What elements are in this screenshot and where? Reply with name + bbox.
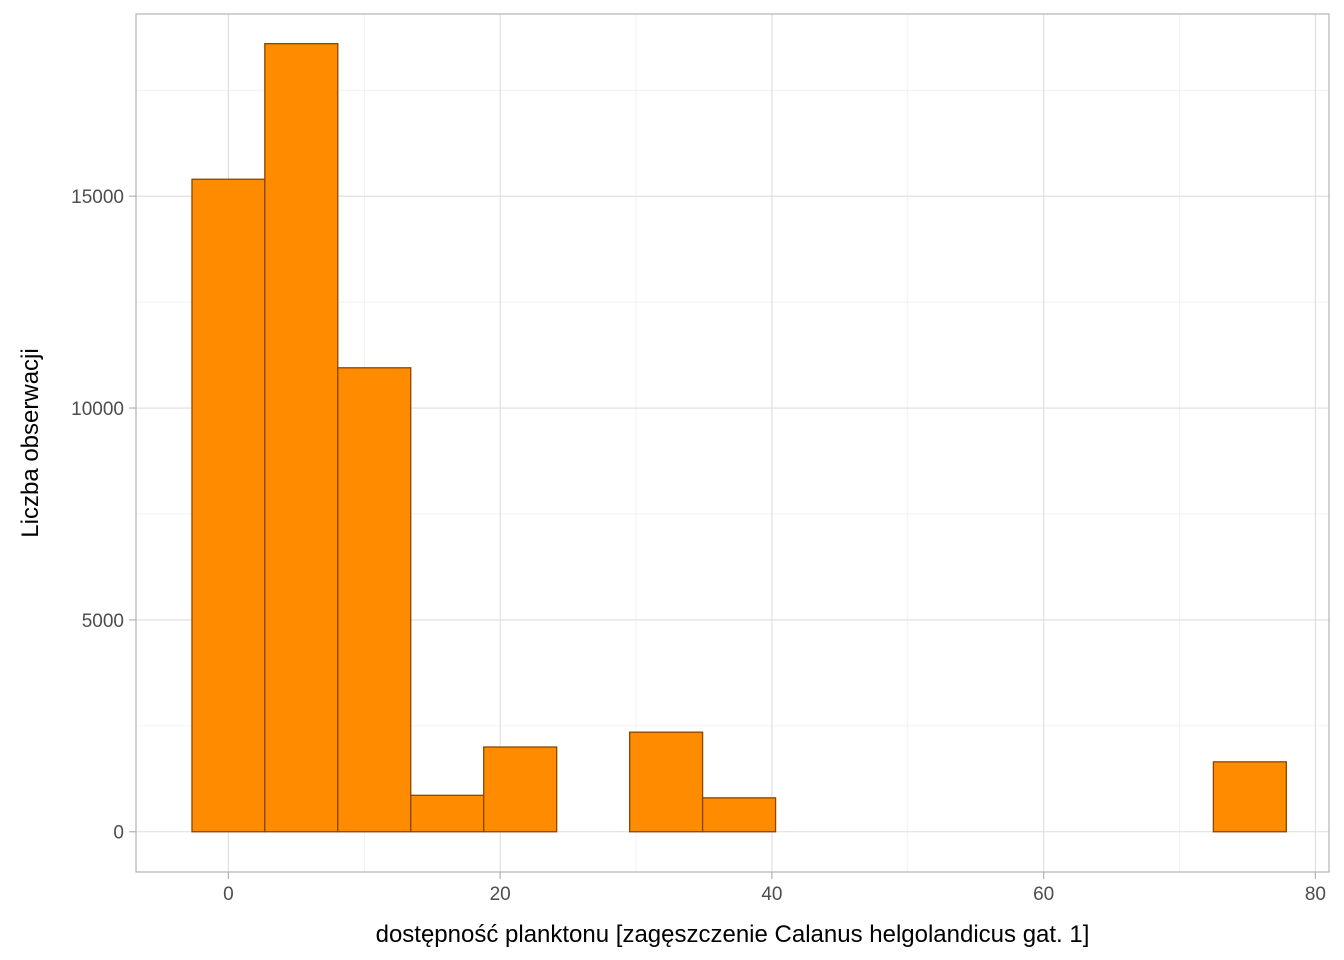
plot-panel-border bbox=[135, 13, 1330, 873]
histogram-bar bbox=[337, 367, 412, 833]
y-tick-label: 15000 bbox=[71, 187, 124, 208]
x-tick-label: 0 bbox=[223, 884, 234, 905]
x-tick-label: 60 bbox=[1033, 884, 1054, 905]
y-axis-title: Liczba obserwacji bbox=[17, 348, 44, 537]
x-axis-tick-labels: 0 20 40 60 80 bbox=[223, 884, 1326, 905]
y-tick-label: 10000 bbox=[71, 399, 124, 420]
histogram-bar bbox=[264, 43, 339, 833]
y-axis-tick-labels: 0 5000 10000 15000 bbox=[71, 187, 124, 844]
x-tick-label: 80 bbox=[1305, 884, 1326, 905]
histogram-bar bbox=[410, 794, 485, 833]
y-tick-label: 0 bbox=[113, 823, 124, 844]
histogram-bar bbox=[1212, 761, 1287, 833]
histogram-bar bbox=[628, 731, 704, 833]
histogram-bars bbox=[191, 43, 1287, 833]
y-tick-label: 5000 bbox=[82, 611, 124, 632]
x-tick-label: 20 bbox=[490, 884, 511, 905]
histogram-bar bbox=[191, 178, 266, 833]
histogram-bar bbox=[483, 746, 558, 833]
axis-ticks bbox=[129, 195, 1317, 879]
histogram-bar bbox=[701, 797, 777, 833]
x-tick-label: 40 bbox=[761, 884, 782, 905]
x-axis-title: dostępność planktonu [zagęszczenie Calan… bbox=[376, 921, 1090, 948]
